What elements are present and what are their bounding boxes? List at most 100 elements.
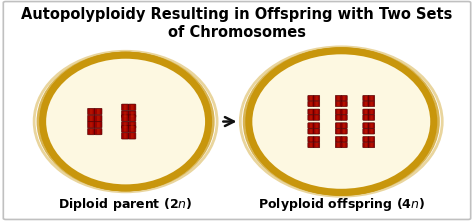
FancyBboxPatch shape xyxy=(365,123,367,128)
FancyBboxPatch shape xyxy=(337,137,340,141)
FancyBboxPatch shape xyxy=(368,95,375,101)
FancyBboxPatch shape xyxy=(308,123,314,128)
FancyBboxPatch shape xyxy=(341,136,347,142)
FancyBboxPatch shape xyxy=(121,111,129,117)
FancyBboxPatch shape xyxy=(343,123,346,128)
FancyBboxPatch shape xyxy=(337,96,340,100)
Text: Polyploid offspring (4$\it{n}$): Polyploid offspring (4$\it{n}$) xyxy=(258,196,425,213)
FancyBboxPatch shape xyxy=(124,122,127,128)
FancyBboxPatch shape xyxy=(363,136,369,142)
FancyBboxPatch shape xyxy=(313,136,320,142)
FancyBboxPatch shape xyxy=(131,126,134,132)
FancyBboxPatch shape xyxy=(124,105,127,110)
FancyBboxPatch shape xyxy=(365,110,367,114)
FancyBboxPatch shape xyxy=(308,115,314,120)
FancyBboxPatch shape xyxy=(337,102,340,106)
FancyBboxPatch shape xyxy=(335,136,342,142)
FancyBboxPatch shape xyxy=(365,96,367,100)
FancyBboxPatch shape xyxy=(337,129,340,133)
FancyBboxPatch shape xyxy=(128,111,136,117)
FancyBboxPatch shape xyxy=(310,102,312,106)
FancyBboxPatch shape xyxy=(88,122,95,128)
FancyBboxPatch shape xyxy=(315,143,318,147)
FancyBboxPatch shape xyxy=(315,96,318,100)
FancyBboxPatch shape xyxy=(335,115,342,120)
FancyBboxPatch shape xyxy=(310,96,312,100)
FancyBboxPatch shape xyxy=(370,96,373,100)
FancyBboxPatch shape xyxy=(370,110,373,114)
FancyBboxPatch shape xyxy=(343,102,346,106)
FancyBboxPatch shape xyxy=(337,110,340,114)
FancyBboxPatch shape xyxy=(88,115,95,122)
FancyBboxPatch shape xyxy=(308,95,314,101)
FancyBboxPatch shape xyxy=(95,108,102,115)
Text: Autopolyploidy Resulting in Offspring with Two Sets
of Chromosomes: Autopolyploidy Resulting in Offspring wi… xyxy=(21,7,453,40)
FancyBboxPatch shape xyxy=(365,143,367,147)
FancyBboxPatch shape xyxy=(121,115,129,121)
FancyBboxPatch shape xyxy=(315,129,318,133)
FancyBboxPatch shape xyxy=(368,115,375,120)
FancyBboxPatch shape xyxy=(343,96,346,100)
FancyBboxPatch shape xyxy=(313,142,320,148)
FancyBboxPatch shape xyxy=(315,102,318,106)
FancyBboxPatch shape xyxy=(95,122,102,128)
FancyBboxPatch shape xyxy=(121,104,129,110)
FancyBboxPatch shape xyxy=(308,101,314,107)
FancyBboxPatch shape xyxy=(131,122,134,128)
FancyBboxPatch shape xyxy=(313,115,320,120)
FancyBboxPatch shape xyxy=(365,137,367,141)
FancyBboxPatch shape xyxy=(308,128,314,134)
FancyBboxPatch shape xyxy=(368,109,375,114)
FancyBboxPatch shape xyxy=(124,116,127,121)
FancyBboxPatch shape xyxy=(313,95,320,101)
FancyBboxPatch shape xyxy=(121,126,129,132)
FancyBboxPatch shape xyxy=(90,129,92,134)
FancyBboxPatch shape xyxy=(370,123,373,128)
FancyBboxPatch shape xyxy=(341,115,347,120)
FancyBboxPatch shape xyxy=(315,123,318,128)
FancyBboxPatch shape xyxy=(128,104,136,110)
FancyBboxPatch shape xyxy=(97,116,100,121)
Ellipse shape xyxy=(43,55,209,188)
FancyBboxPatch shape xyxy=(337,123,340,128)
FancyBboxPatch shape xyxy=(97,109,100,114)
FancyBboxPatch shape xyxy=(310,137,312,141)
FancyBboxPatch shape xyxy=(128,115,136,121)
FancyBboxPatch shape xyxy=(313,128,320,134)
FancyBboxPatch shape xyxy=(343,129,346,133)
Text: Diploid parent (2$\it{n}$): Diploid parent (2$\it{n}$) xyxy=(58,196,193,213)
FancyBboxPatch shape xyxy=(370,129,373,133)
FancyBboxPatch shape xyxy=(370,137,373,141)
FancyBboxPatch shape xyxy=(363,109,369,114)
FancyBboxPatch shape xyxy=(95,128,102,135)
FancyBboxPatch shape xyxy=(368,123,375,128)
FancyBboxPatch shape xyxy=(370,143,373,147)
FancyBboxPatch shape xyxy=(310,110,312,114)
FancyBboxPatch shape xyxy=(341,123,347,128)
FancyBboxPatch shape xyxy=(368,128,375,134)
FancyBboxPatch shape xyxy=(97,129,100,134)
FancyBboxPatch shape xyxy=(335,95,342,101)
FancyBboxPatch shape xyxy=(308,109,314,114)
Ellipse shape xyxy=(249,51,434,192)
FancyBboxPatch shape xyxy=(121,133,129,139)
FancyBboxPatch shape xyxy=(131,133,134,138)
FancyBboxPatch shape xyxy=(128,122,136,128)
FancyBboxPatch shape xyxy=(370,102,373,106)
FancyBboxPatch shape xyxy=(88,128,95,135)
FancyBboxPatch shape xyxy=(343,143,346,147)
FancyBboxPatch shape xyxy=(341,109,347,114)
FancyBboxPatch shape xyxy=(131,105,134,110)
Ellipse shape xyxy=(249,51,434,192)
FancyBboxPatch shape xyxy=(313,109,320,114)
Ellipse shape xyxy=(43,55,209,188)
FancyBboxPatch shape xyxy=(335,123,342,128)
FancyBboxPatch shape xyxy=(310,123,312,128)
FancyBboxPatch shape xyxy=(310,143,312,147)
FancyBboxPatch shape xyxy=(88,108,95,115)
FancyBboxPatch shape xyxy=(343,137,346,141)
FancyBboxPatch shape xyxy=(368,142,375,148)
FancyBboxPatch shape xyxy=(124,112,127,117)
FancyBboxPatch shape xyxy=(363,142,369,148)
FancyBboxPatch shape xyxy=(368,136,375,142)
